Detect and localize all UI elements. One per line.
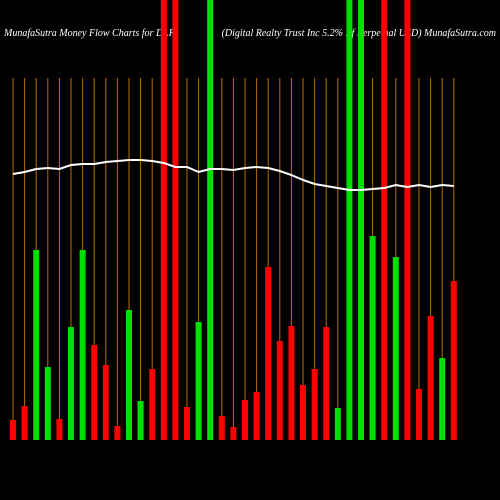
bar — [102, 365, 109, 440]
bar — [56, 419, 63, 440]
bar — [346, 0, 353, 440]
bar — [172, 0, 179, 440]
bar — [381, 0, 388, 440]
bar — [68, 327, 74, 440]
bar — [369, 236, 376, 440]
bar — [21, 406, 28, 440]
bar — [416, 389, 422, 440]
bar — [450, 281, 457, 440]
bar — [218, 416, 225, 440]
bar — [184, 407, 190, 440]
bar — [195, 322, 202, 440]
bar — [288, 326, 295, 440]
bar — [33, 250, 40, 440]
bar — [79, 250, 86, 440]
bar — [114, 426, 121, 440]
money-flow-line — [12, 159, 454, 191]
bar — [44, 367, 51, 440]
bar — [242, 400, 248, 440]
bar — [323, 327, 330, 440]
bar — [358, 0, 364, 440]
bar — [126, 310, 132, 440]
bar — [300, 385, 306, 440]
bar — [265, 267, 272, 440]
chart-title: MunafaSutra Money Flow Charts for DLR- — [3, 28, 178, 39]
bar — [276, 341, 283, 440]
bar — [253, 392, 260, 440]
bar — [230, 427, 237, 440]
bar — [91, 345, 98, 440]
bar — [10, 420, 16, 440]
bar — [334, 408, 341, 440]
bar — [427, 316, 434, 440]
bar — [404, 0, 411, 440]
bar — [137, 401, 144, 440]
bar — [160, 0, 167, 440]
bar — [439, 358, 446, 440]
bar — [392, 257, 399, 440]
bar — [311, 369, 318, 440]
bar — [149, 369, 156, 440]
bar — [207, 0, 214, 440]
